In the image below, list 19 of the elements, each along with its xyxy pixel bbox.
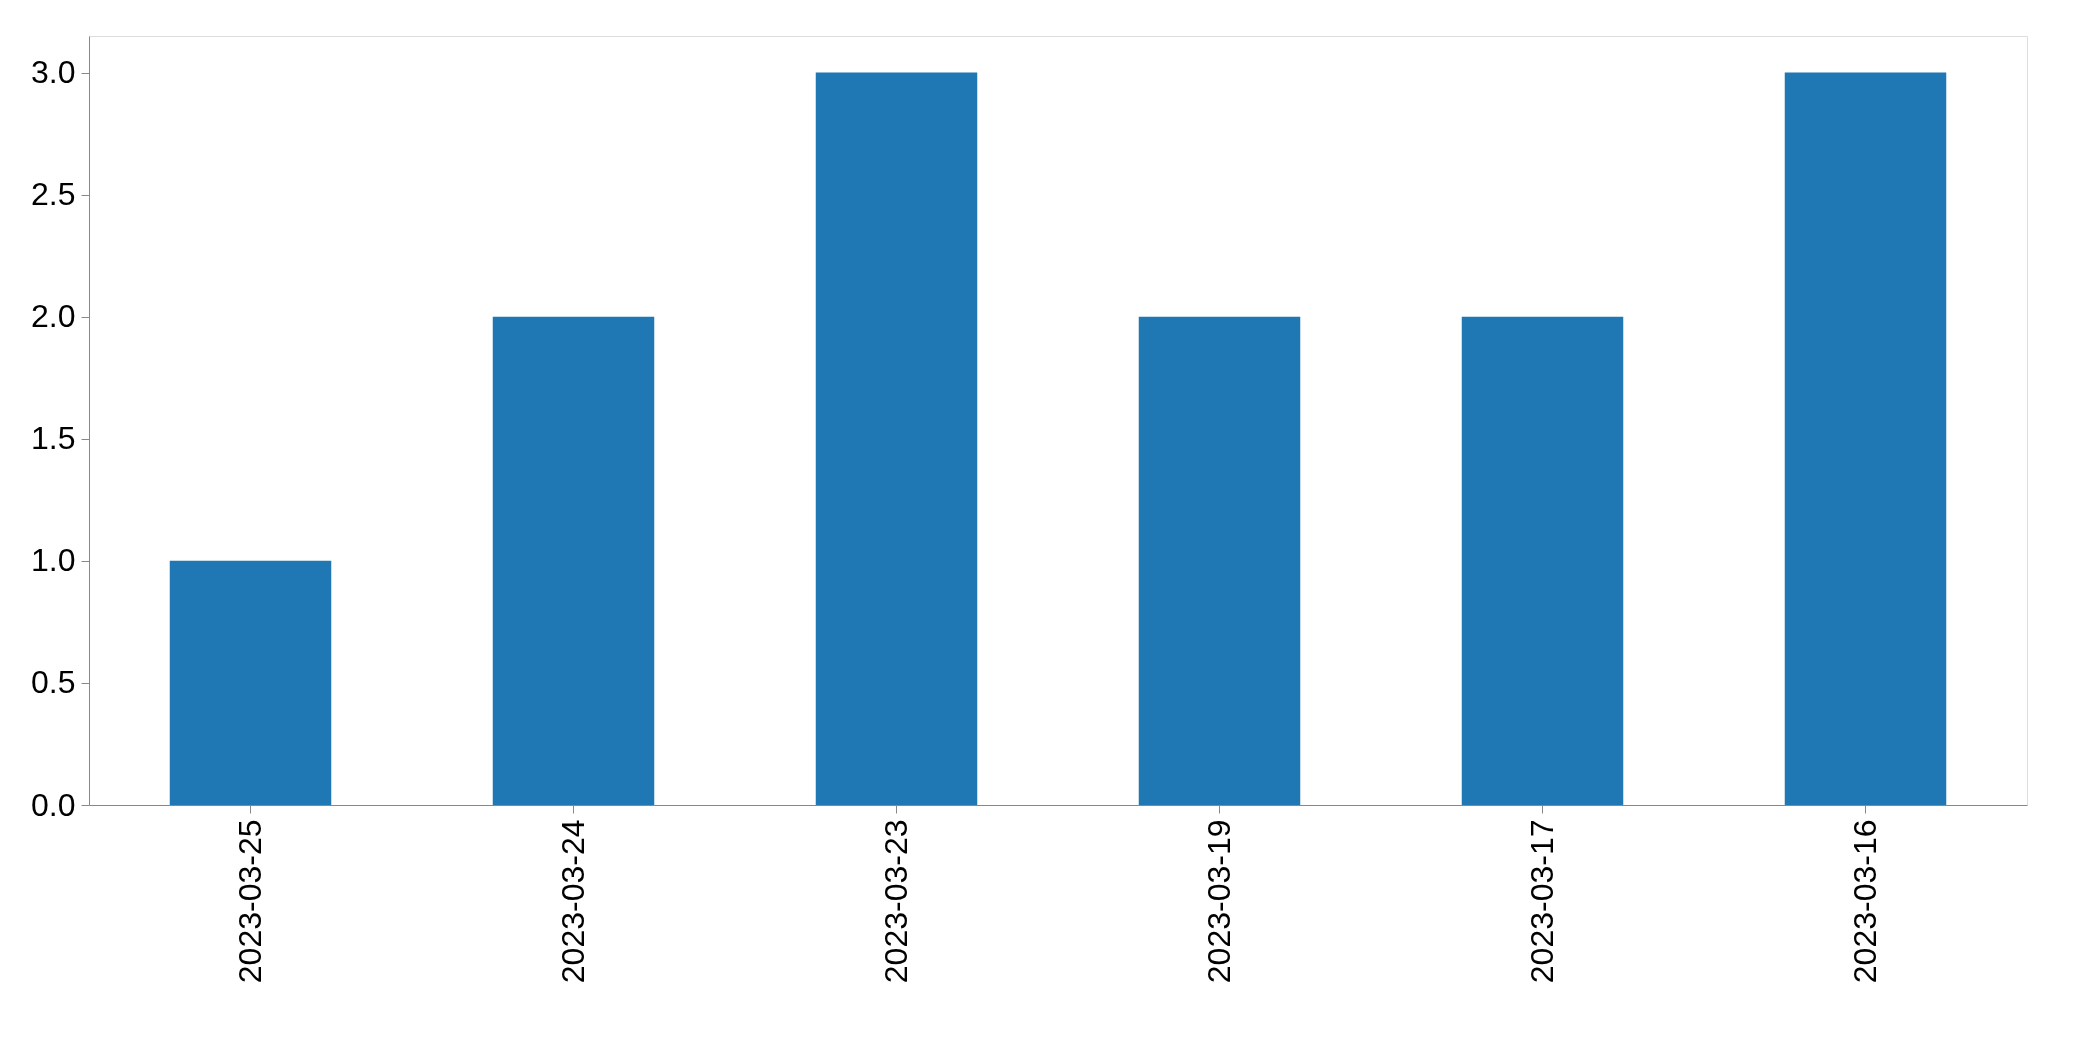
- y-tick-label: 3.0: [31, 54, 76, 91]
- bar: [169, 560, 332, 805]
- x-tick-label: 2023-03-19: [1200, 819, 1237, 984]
- x-tick-label: 2023-03-16: [1846, 819, 1883, 984]
- x-tick-label: 2023-03-24: [554, 819, 591, 984]
- x-tick-label: 2023-03-17: [1523, 819, 1560, 984]
- x-tick-label: 2023-03-25: [231, 819, 268, 984]
- y-tick-label: 2.0: [31, 298, 76, 335]
- y-tick-label: 1.5: [31, 420, 76, 457]
- bar: [1784, 72, 1947, 805]
- y-tick-label: 0.5: [31, 664, 76, 701]
- y-tick-label: 1.0: [31, 542, 76, 579]
- y-tick-label: 2.5: [31, 176, 76, 213]
- bar: [815, 72, 978, 805]
- y-tick-label: 0.0: [31, 786, 76, 823]
- bar: [1138, 316, 1301, 805]
- x-tick-label: 2023-03-23: [877, 819, 914, 984]
- bar: [492, 316, 655, 805]
- bar: [1461, 316, 1624, 805]
